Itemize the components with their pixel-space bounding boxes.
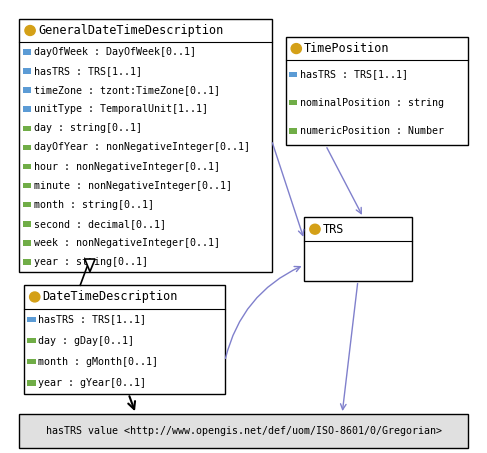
Polygon shape xyxy=(85,259,95,272)
Text: hasTRS : TRS[1..1]: hasTRS : TRS[1..1] xyxy=(300,69,408,79)
Text: TRS: TRS xyxy=(323,223,344,236)
Text: dayOfWeek : DayOfWeek[0..1]: dayOfWeek : DayOfWeek[0..1] xyxy=(34,47,196,57)
Text: dayOfYear : nonNegativeInteger[0..1]: dayOfYear : nonNegativeInteger[0..1] xyxy=(34,142,250,152)
Circle shape xyxy=(310,224,320,234)
Text: GeneralDateTimeDescription: GeneralDateTimeDescription xyxy=(38,24,223,37)
Circle shape xyxy=(25,25,35,35)
Bar xyxy=(22,87,31,93)
Text: hour : nonNegativeInteger[0..1]: hour : nonNegativeInteger[0..1] xyxy=(34,162,220,172)
Bar xyxy=(19,19,272,272)
Bar xyxy=(19,414,468,448)
Text: month : string[0..1]: month : string[0..1] xyxy=(34,200,154,210)
Bar xyxy=(22,202,31,207)
Text: numericPosition : Number: numericPosition : Number xyxy=(300,126,444,136)
Bar xyxy=(22,240,31,246)
Bar xyxy=(22,68,31,74)
Bar xyxy=(27,359,36,365)
Text: year : string[0..1]: year : string[0..1] xyxy=(34,257,148,267)
Text: minute : nonNegativeInteger[0..1]: minute : nonNegativeInteger[0..1] xyxy=(34,181,232,191)
Bar xyxy=(285,37,468,145)
Text: unitType : TemporalUnit[1..1]: unitType : TemporalUnit[1..1] xyxy=(34,104,208,114)
Bar xyxy=(289,128,297,134)
Bar xyxy=(304,217,412,281)
Bar xyxy=(22,106,31,112)
Bar xyxy=(22,49,31,54)
Bar xyxy=(22,183,31,188)
Bar xyxy=(22,145,31,150)
Text: month : gMonth[0..1]: month : gMonth[0..1] xyxy=(38,357,158,367)
Text: timeZone : tzont:TimeZone[0..1]: timeZone : tzont:TimeZone[0..1] xyxy=(34,85,220,95)
Text: hasTRS : TRS[1..1]: hasTRS : TRS[1..1] xyxy=(38,314,147,324)
Bar xyxy=(22,164,31,169)
Text: second : decimal[0..1]: second : decimal[0..1] xyxy=(34,219,166,229)
Text: hasTRS : TRS[1..1]: hasTRS : TRS[1..1] xyxy=(34,66,142,76)
Bar xyxy=(289,72,297,77)
Text: year : gYear[0..1]: year : gYear[0..1] xyxy=(38,378,147,388)
Text: nominalPosition : string: nominalPosition : string xyxy=(300,98,444,108)
Text: hasTRS value <http://www.opengis.net/def/uom/ISO-8601/0/Gregorian>: hasTRS value <http://www.opengis.net/def… xyxy=(45,426,442,436)
Text: DateTimeDescription: DateTimeDescription xyxy=(43,290,178,304)
Bar xyxy=(22,260,31,265)
Bar xyxy=(27,317,36,322)
Text: TimePosition: TimePosition xyxy=(304,42,390,55)
Bar xyxy=(22,221,31,226)
Text: week : nonNegativeInteger[0..1]: week : nonNegativeInteger[0..1] xyxy=(34,238,220,248)
Bar xyxy=(24,285,225,394)
Circle shape xyxy=(30,292,40,302)
Text: day : string[0..1]: day : string[0..1] xyxy=(34,123,142,133)
Text: day : gDay[0..1]: day : gDay[0..1] xyxy=(38,336,134,346)
Circle shape xyxy=(291,43,301,53)
Bar xyxy=(22,125,31,131)
Bar xyxy=(27,338,36,343)
Bar xyxy=(289,100,297,106)
Bar xyxy=(27,380,36,386)
